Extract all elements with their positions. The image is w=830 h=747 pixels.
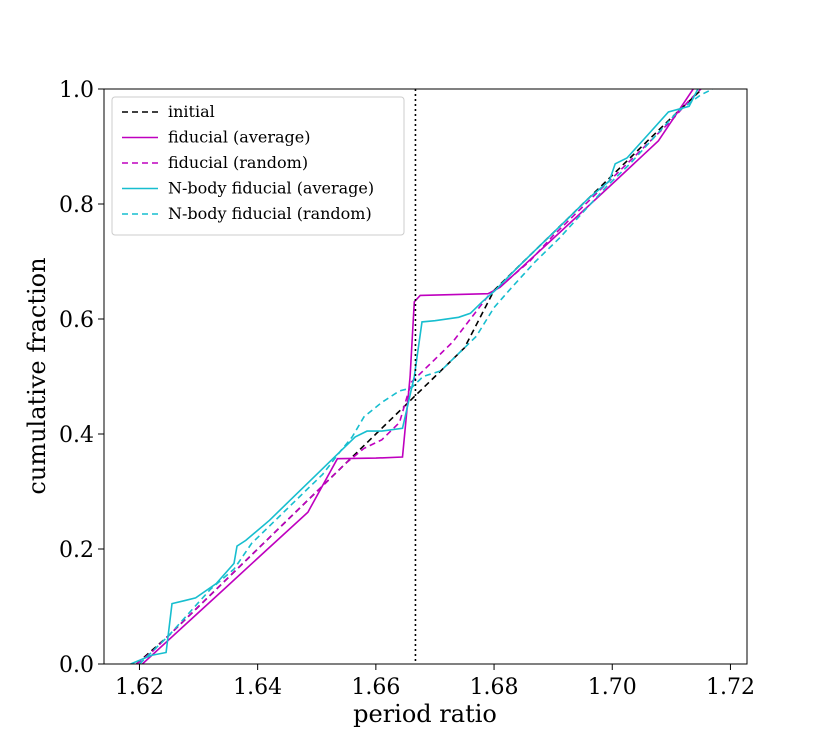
legend-label: initial [168, 102, 215, 121]
y-tick-label: 0.2 [59, 538, 94, 563]
y-tick-label: 1.0 [59, 78, 94, 103]
x-tick-label: 1.66 [351, 675, 400, 700]
legend-box [111, 96, 405, 236]
x-tick-label: 1.72 [706, 675, 755, 700]
x-tick-label: 1.62 [115, 675, 164, 700]
x-tick-label: 1.70 [588, 675, 637, 700]
y-tick-label: 0.0 [59, 653, 94, 678]
y-tick-label: 0.6 [59, 308, 94, 333]
series-line-4 [130, 89, 699, 664]
legend-label: N-body fiducial (random) [168, 204, 372, 223]
series-line-2 [141, 89, 694, 664]
x-tick-label: 1.64 [233, 675, 282, 700]
legend-label: fiducial (average) [168, 128, 310, 147]
plot-frame [103, 88, 748, 665]
x-axis: 1.62 1.64 1.66 1.68 1.70 1.72 [115, 664, 755, 700]
y-tick-label: 0.8 [59, 193, 94, 218]
legend-label: fiducial (random) [168, 153, 308, 172]
y-axis-label: cumulative fraction [23, 257, 51, 494]
y-tick-label: 0.4 [59, 423, 94, 448]
x-tick-label: 1.68 [470, 675, 519, 700]
x-axis-label: period ratio [353, 700, 497, 728]
legend: initial fiducial (average) fiducial (rando… [111, 96, 405, 236]
series-layer [130, 89, 714, 664]
series-line-5 [138, 89, 714, 664]
y-axis: 0.0 0.2 0.4 0.6 0.8 1.0 [59, 78, 104, 678]
legend-label: N-body fiducial (average) [168, 179, 374, 198]
